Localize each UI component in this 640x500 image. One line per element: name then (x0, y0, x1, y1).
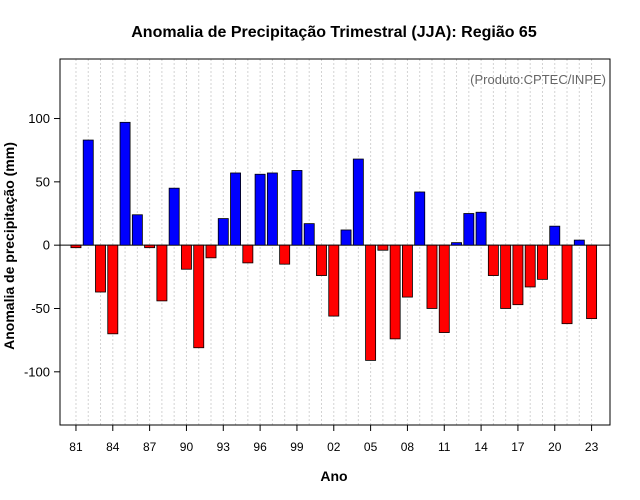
bar-2014 (475, 211, 487, 246)
x-tick-label: 93 (217, 440, 231, 454)
y-tick-label: 100 (28, 111, 50, 126)
y-tick-label: -50 (31, 301, 50, 316)
bar-1999 (291, 170, 303, 246)
x-tick-label: 11 (438, 440, 451, 454)
bar-2009 (414, 191, 426, 246)
x-tick-label: 23 (585, 440, 599, 454)
x-tick-label: 02 (327, 440, 341, 454)
x-tick-label: 87 (143, 440, 157, 454)
bar-2022 (573, 239, 585, 246)
bar-2004 (352, 158, 364, 246)
x-tick-label: 08 (401, 440, 415, 454)
grid-lines (75, 59, 593, 425)
bar-1989 (168, 187, 180, 246)
x-axis-title: Ano (320, 468, 347, 484)
bar-2001 (316, 244, 327, 276)
bar-1987 (144, 244, 156, 249)
bar-2013 (463, 213, 475, 246)
bar-2020 (549, 225, 561, 246)
bar-2018 (524, 244, 536, 288)
credit-label: (Produto:CPTEC/INPE) (470, 72, 606, 87)
bar-1985 (119, 121, 131, 246)
bar-2005 (365, 244, 377, 361)
x-tick-label: 17 (511, 440, 525, 454)
bar-1982 (82, 139, 94, 246)
x-tick-label: 14 (474, 440, 488, 454)
bar-1984 (107, 244, 119, 335)
bar-1996 (254, 173, 266, 246)
bar-2006 (377, 244, 389, 251)
x-tick-label: 99 (290, 440, 304, 454)
plot-frame (59, 58, 611, 426)
y-axis: -100 -50 0 50 100 (24, 111, 60, 379)
y-tick-label: 0 (43, 238, 50, 253)
bar-2010 (426, 244, 438, 309)
bar-1997 (266, 172, 278, 246)
x-tick-label: 81 (69, 440, 83, 454)
bar-1988 (156, 244, 168, 302)
bar-2003 (340, 229, 352, 246)
bar-1986 (131, 214, 143, 246)
bar-2023 (586, 244, 598, 320)
bar-1983 (95, 244, 106, 293)
x-tick-label: 05 (364, 440, 378, 454)
bar-1991 (193, 244, 205, 349)
bar-1990 (181, 244, 192, 270)
bar-1981 (70, 244, 82, 249)
bar-1995 (242, 244, 254, 264)
bar-2002 (328, 244, 340, 317)
bar-2021 (561, 244, 573, 325)
x-tick-label: 90 (180, 440, 194, 454)
bar-2015 (487, 244, 499, 276)
bar-2012 (451, 242, 462, 246)
bar-2011 (438, 244, 450, 333)
bar-2008 (401, 244, 413, 298)
x-tick-label: 84 (106, 440, 120, 454)
bar-2017 (512, 244, 524, 306)
bar-2016 (500, 244, 512, 309)
bar-2019 (537, 244, 548, 280)
bar-1992 (205, 244, 217, 259)
x-axis: 81 84 87 90 93 96 99 02 05 08 11 14 17 20 23 (69, 425, 599, 454)
bar-1993 (217, 218, 229, 246)
y-axis-title: Anomalia de precipitação (mm) (1, 142, 17, 350)
bar-2000 (303, 223, 315, 246)
bar-1998 (279, 244, 291, 265)
bar-2007 (389, 244, 401, 340)
chart-title: Anomalia de Precipitação Trimestral (JJA… (131, 24, 537, 41)
y-tick-label: 50 (36, 174, 50, 189)
bar-1994 (230, 172, 241, 246)
x-tick-label: 96 (253, 440, 267, 454)
bars (70, 121, 598, 361)
x-tick-label: 20 (548, 440, 562, 454)
y-tick-label: -100 (24, 364, 50, 379)
